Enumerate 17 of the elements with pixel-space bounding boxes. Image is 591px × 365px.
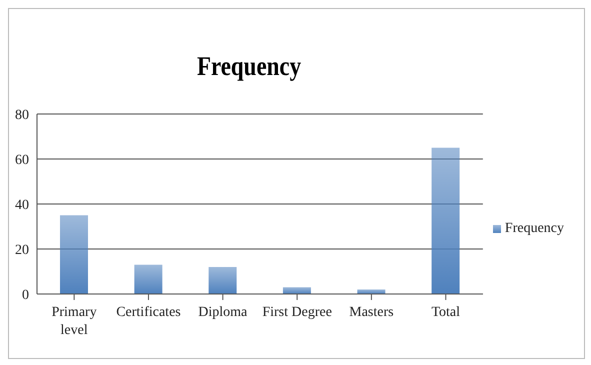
y-tick-label: 0	[22, 288, 29, 303]
y-tick-label: 40	[15, 198, 29, 213]
y-tick-label: 80	[15, 108, 29, 123]
bar	[134, 264, 162, 294]
bar	[432, 148, 460, 294]
x-tick-label: Diploma	[198, 305, 248, 320]
x-tick-label: Total	[431, 305, 460, 320]
x-tick-label: Primary level	[52, 305, 97, 338]
legend-label: Frequency	[504, 221, 564, 236]
y-tick-label: 60	[15, 152, 29, 168]
x-tick-label: Certificates	[116, 305, 181, 320]
bar	[208, 267, 237, 294]
bar	[60, 215, 88, 294]
chart-title: Frequency	[196, 51, 302, 82]
x-tick-label: Masters	[349, 305, 394, 320]
x-tick-label: First Degree	[262, 305, 332, 320]
y-tick-label: 20	[15, 242, 29, 258]
